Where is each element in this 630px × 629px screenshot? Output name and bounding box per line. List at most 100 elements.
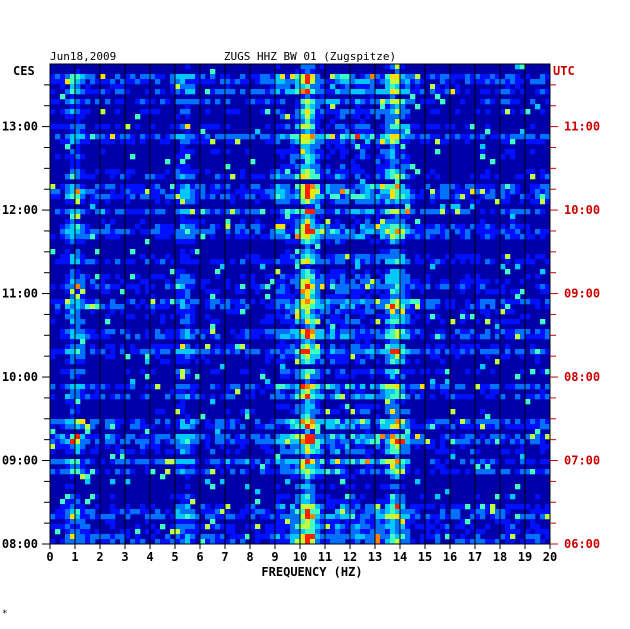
spectrogram-cell xyxy=(340,384,346,390)
spectrogram-cell xyxy=(190,299,196,305)
spectrogram-cell xyxy=(330,279,336,285)
spectrogram-cell xyxy=(325,304,331,310)
spectrogram-cell xyxy=(400,469,406,475)
spectrogram-cell xyxy=(430,394,436,400)
spectrogram-cell xyxy=(365,464,371,470)
spectrogram-cell xyxy=(65,449,71,455)
spectrogram-cell xyxy=(190,89,196,95)
spectrogram-cell xyxy=(270,529,276,535)
spectrogram-cell xyxy=(340,534,346,540)
spectrogram-cell xyxy=(285,314,291,320)
spectrogram-cell xyxy=(465,79,471,85)
spectrogram-cell xyxy=(495,434,501,440)
spectrogram-cell xyxy=(315,244,321,250)
spectrogram-cell xyxy=(210,229,216,235)
spectrogram-cell xyxy=(110,284,116,290)
spectrogram-cell xyxy=(400,234,406,240)
spectrogram-cell xyxy=(190,134,196,140)
spectrogram-cell xyxy=(385,384,391,390)
spectrogram-cell xyxy=(185,434,191,440)
spectrogram-cell xyxy=(100,89,106,95)
spectrogram-cell xyxy=(485,174,491,180)
spectrogram-cell xyxy=(190,514,196,520)
spectrogram-cell xyxy=(400,519,406,525)
spectrogram-cell xyxy=(300,254,306,260)
spectrogram-cell xyxy=(170,224,176,230)
spectrogram-cell xyxy=(415,504,421,510)
spectrogram-cell xyxy=(70,534,76,540)
spectrogram-cell xyxy=(50,99,56,105)
spectrogram-cell xyxy=(290,509,296,515)
spectrogram-cell xyxy=(50,449,56,455)
spectrogram-cell xyxy=(230,134,236,140)
spectrogram-cell xyxy=(185,449,191,455)
spectrogram-cell xyxy=(180,269,186,275)
spectrogram-cell xyxy=(400,529,406,535)
spectrogram-cell xyxy=(360,509,366,515)
spectrogram-cell xyxy=(390,539,396,545)
spectrogram-cell xyxy=(290,274,296,280)
spectrogram-cell xyxy=(160,274,166,280)
spectrogram-cell xyxy=(85,259,91,265)
spectrogram-cell xyxy=(385,314,391,320)
spectrogram-cell xyxy=(410,509,416,515)
spectrogram-cell xyxy=(315,114,321,120)
spectrogram-cell xyxy=(235,134,241,140)
spectrogram-cell xyxy=(75,74,81,80)
spectrogram-cell xyxy=(365,139,371,145)
spectrogram-cell xyxy=(275,539,281,545)
x-tick-label: 6 xyxy=(196,550,203,564)
spectrogram-cell xyxy=(175,134,181,140)
spectrogram-cell xyxy=(260,514,266,520)
spectrogram-cell xyxy=(220,439,226,445)
spectrogram-cell xyxy=(295,329,301,335)
spectrogram-cell xyxy=(345,504,351,510)
spectrogram-cell xyxy=(270,534,276,540)
spectrogram-cell xyxy=(375,194,381,200)
spectrogram-cell xyxy=(195,349,201,355)
spectrogram-cell xyxy=(480,74,486,80)
spectrogram-cell xyxy=(170,194,176,200)
spectrogram-cell xyxy=(315,374,321,380)
spectrogram-cell xyxy=(320,509,326,515)
x-axis-ticks: 0 1 2 3 4 5 6 7 8 9 10 11 12 13 14 15 16 17 18 19 20 xyxy=(46,544,557,564)
spectrogram-cell xyxy=(150,254,156,260)
spectrogram-cell xyxy=(205,109,211,115)
spectrogram-cell xyxy=(250,514,256,520)
spectrogram-cell xyxy=(520,449,526,455)
spectrogram-cell xyxy=(200,209,206,215)
spectrogram-cell xyxy=(545,529,551,535)
spectrogram-cell xyxy=(60,209,66,215)
spectrogram-cell xyxy=(440,204,446,210)
spectrogram-cell xyxy=(460,74,466,80)
spectrogram-cell xyxy=(420,139,426,145)
spectrogram-cell xyxy=(165,254,171,260)
spectrogram-cell xyxy=(190,419,196,425)
spectrogram-cell xyxy=(230,469,236,475)
spectrogram-cell xyxy=(360,329,366,335)
spectrogram-cell xyxy=(245,459,251,465)
spectrogram-cell xyxy=(380,124,386,130)
spectrogram-cell xyxy=(215,149,221,155)
spectrogram-cell xyxy=(250,74,256,80)
spectrogram-cell xyxy=(425,134,431,140)
spectrogram-cell xyxy=(305,229,311,235)
spectrogram-cell xyxy=(345,209,351,215)
spectrogram-cell xyxy=(315,89,321,95)
spectrogram-cell xyxy=(405,189,411,195)
spectrogram-cell xyxy=(90,394,96,400)
spectrogram-cell xyxy=(315,204,321,210)
spectrogram-cell xyxy=(515,229,521,235)
spectrogram-cell xyxy=(285,79,291,85)
spectrogram-cell xyxy=(190,424,196,430)
spectrogram-cell xyxy=(290,224,296,230)
right-tick-label: 11:00 xyxy=(564,120,600,134)
spectrogram-cell xyxy=(395,149,401,155)
spectrogram-cell xyxy=(385,349,391,355)
spectrogram-cell xyxy=(170,494,176,500)
spectrogram-cell xyxy=(305,324,311,330)
spectrogram-cell xyxy=(365,209,371,215)
spectrogram-cell xyxy=(390,519,396,525)
spectrogram-cell xyxy=(85,209,91,215)
